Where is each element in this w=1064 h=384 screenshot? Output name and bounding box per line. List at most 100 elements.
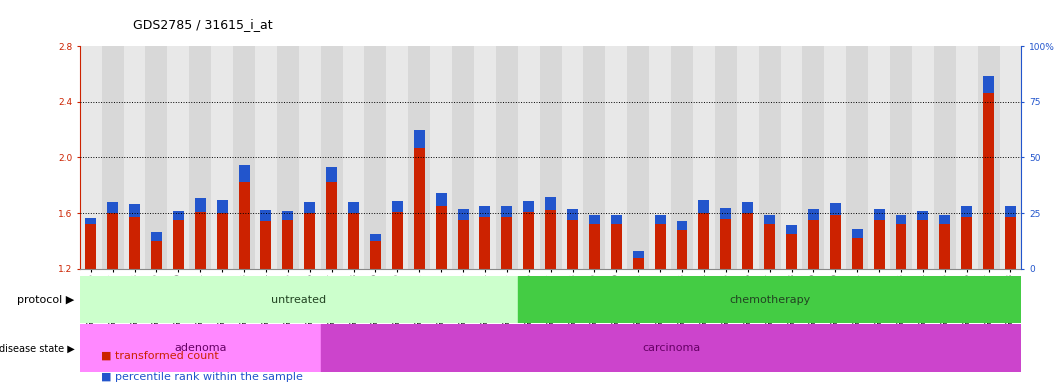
Bar [392,200,403,212]
Bar [129,217,140,269]
Bar [891,46,912,269]
Bar [567,209,578,220]
Bar [365,46,386,269]
Bar [386,46,409,269]
Bar [955,46,978,269]
Bar [217,213,228,269]
Bar [786,234,797,269]
Bar [409,46,430,269]
Bar [567,220,578,269]
Bar [677,230,687,269]
Bar [720,219,731,269]
Bar [846,46,868,269]
Bar [370,241,381,269]
Bar [348,202,359,213]
Bar [414,130,425,148]
Text: untreated: untreated [271,295,327,305]
Bar [825,46,846,269]
Bar [85,218,96,224]
Bar [917,220,929,269]
Bar [978,46,999,269]
Bar [781,46,802,269]
Bar [868,46,891,269]
Bar [759,46,781,269]
Bar [830,204,841,215]
Bar [851,229,863,238]
Bar [261,210,271,222]
Bar [195,212,205,269]
Bar [961,206,972,217]
Bar [348,213,359,269]
Bar [304,213,315,269]
Bar [539,46,562,269]
Bar [102,46,123,269]
Bar [677,221,687,230]
Bar [107,202,118,213]
Bar [851,238,863,269]
Bar [896,224,907,269]
Bar [896,215,907,224]
Bar [983,93,994,269]
Bar [611,215,621,224]
Text: chemotherapy: chemotherapy [729,295,810,305]
Bar [392,212,403,269]
Bar [649,46,671,269]
Bar [808,220,819,269]
Bar [934,46,955,269]
Bar [107,213,118,269]
Bar [654,224,666,269]
Bar [80,276,518,323]
Bar [633,258,644,269]
Bar [1005,217,1016,269]
Bar [172,220,184,269]
Bar [414,148,425,269]
Bar [523,200,534,212]
Bar [562,46,583,269]
Bar [255,46,277,269]
Bar [808,209,819,220]
Bar [583,46,605,269]
Bar [146,46,167,269]
Bar [545,197,556,210]
Bar [611,224,621,269]
Bar [151,241,162,269]
Bar [172,211,184,220]
Bar [473,46,496,269]
Bar [299,46,320,269]
Bar [698,200,710,213]
Bar [720,208,731,219]
Bar [282,211,294,220]
Bar [496,46,518,269]
Bar [523,212,534,269]
Bar [151,232,162,241]
Bar [1005,206,1016,217]
Bar [261,222,271,269]
Bar [786,225,797,234]
Bar [912,46,934,269]
Bar [211,46,233,269]
Bar [195,199,205,212]
Bar [874,220,884,269]
Bar [480,206,491,217]
Text: ■ percentile rank within the sample: ■ percentile rank within the sample [101,372,303,382]
Bar [589,224,600,269]
Bar [282,220,294,269]
Bar [518,46,539,269]
Bar [654,215,666,224]
Bar [736,46,759,269]
Bar [80,46,102,269]
Bar [304,202,315,213]
Bar [85,224,96,269]
Bar [80,324,320,372]
Bar [589,215,600,224]
Bar [940,224,950,269]
Bar [830,215,841,269]
Bar [671,46,693,269]
Bar [327,182,337,269]
Bar [501,217,512,269]
Bar [370,234,381,241]
Bar [129,204,140,217]
Bar [458,220,468,269]
Bar [605,46,628,269]
Bar [764,224,775,269]
